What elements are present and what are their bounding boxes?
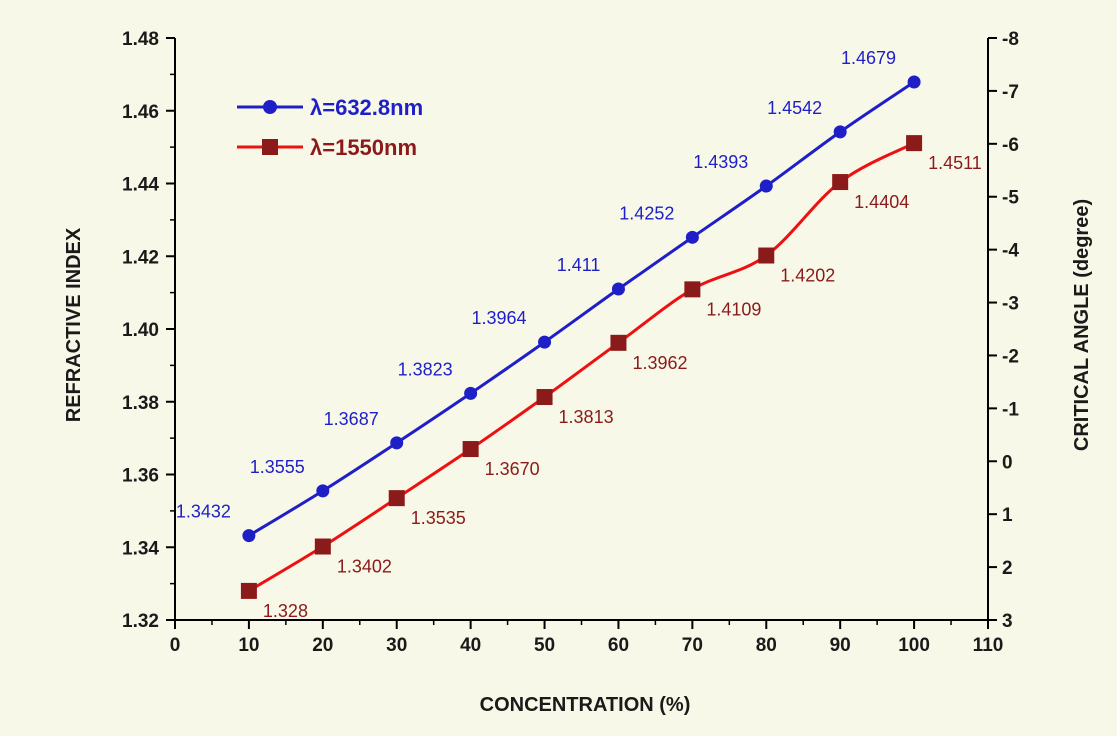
- data-label: 1.4511: [928, 153, 982, 173]
- series-line: [248, 80, 915, 537]
- data-label: 1.4252: [619, 203, 674, 223]
- y-axis-title: REFRACTIVE INDEX: [63, 227, 85, 422]
- data-label: 1.3813: [559, 407, 614, 427]
- y-tick-label: 1.32: [122, 611, 159, 632]
- x-tick-label: 90: [830, 635, 851, 656]
- y2-tick-label: -2: [1002, 346, 1019, 367]
- data-label: 1.328: [263, 601, 308, 621]
- x-tick-label: 70: [682, 635, 703, 656]
- data-point: [610, 334, 627, 351]
- data-point: [242, 529, 256, 543]
- data-label: 1.4393: [693, 152, 748, 172]
- data-point: [390, 436, 404, 450]
- x-tick-label: 40: [460, 635, 481, 656]
- data-point: [758, 247, 775, 264]
- data-label: 1.4679: [841, 48, 896, 68]
- x-axis-title: CONCENTRATION (%): [480, 694, 691, 716]
- data-label: 1.3962: [632, 353, 687, 373]
- data-label: 1.3670: [485, 459, 540, 479]
- y2-tick-label: -5: [1002, 188, 1019, 209]
- data-point: [316, 484, 330, 498]
- data-label: 1.3964: [471, 308, 526, 328]
- data-label: 1.4109: [706, 299, 761, 319]
- y2-tick-label: -1: [1002, 399, 1019, 420]
- y2-axis-ticks: 3 2 1 0 -1 -2 -3 -4 -5 -6 -7 -8: [988, 29, 1019, 632]
- y-tick-label: 1.42: [122, 247, 159, 268]
- data-point: [538, 335, 552, 349]
- data-label: 1.4202: [780, 266, 835, 286]
- data-point: [536, 389, 553, 406]
- y2-tick-label: -8: [1002, 29, 1019, 50]
- y-tick-label: 1.36: [122, 466, 159, 487]
- x-tick-label: 50: [534, 635, 555, 656]
- y2-tick-label: -4: [1002, 241, 1019, 262]
- x-tick-label: 0: [170, 635, 181, 656]
- series-layer: 1.3432 1.3555 1.3687 1.3823 1.3964 1.411 1.425…: [176, 48, 982, 621]
- x-tick-label: 10: [238, 635, 259, 656]
- y-tick-label: 1.40: [122, 320, 159, 341]
- x-tick-label: 60: [608, 635, 629, 656]
- data-point: [388, 490, 405, 507]
- y-tick-label: 1.34: [122, 538, 159, 559]
- y2-tick-label: 1: [1002, 505, 1013, 526]
- series-2: 1.328 1.3402 1.3535 1.3670 1.3813 1.3962 1.410…: [240, 135, 982, 621]
- legend-label: λ=632.8nm: [310, 95, 423, 120]
- x-tick-label: 100: [898, 635, 930, 656]
- x-axis-ticks: 0 10 20 30 40 50 60 70 80 90 100 110: [170, 620, 1004, 656]
- data-label: 1.3402: [337, 557, 392, 577]
- series-1: 1.3432 1.3555 1.3687 1.3823 1.3964 1.411 1.425…: [176, 48, 921, 543]
- data-label: 1.3432: [176, 502, 231, 522]
- x-tick-label: 30: [386, 635, 407, 656]
- data-label: 1.411: [557, 255, 601, 275]
- legend-marker: [262, 139, 278, 155]
- data-label: 1.3823: [398, 359, 453, 379]
- y-tick-label: 1.38: [122, 393, 159, 414]
- data-point: [907, 75, 921, 89]
- data-point: [684, 281, 701, 298]
- data-point: [906, 135, 923, 152]
- data-label: 1.3535: [411, 508, 466, 528]
- x-tick-label: 80: [756, 635, 777, 656]
- y-tick-label: 1.48: [122, 29, 159, 50]
- x-tick-label: 20: [312, 635, 333, 656]
- data-point: [314, 538, 331, 555]
- y2-tick-label: -7: [1002, 82, 1019, 103]
- data-point: [685, 230, 699, 244]
- data-point: [832, 174, 849, 191]
- data-point: [464, 386, 478, 400]
- x-tick-label: 110: [973, 635, 1004, 656]
- y-tick-label: 1.44: [122, 175, 159, 196]
- data-label: 1.4404: [854, 192, 909, 212]
- data-label: 1.3555: [250, 457, 305, 477]
- y2-tick-label: 0: [1002, 452, 1013, 473]
- series-line: [248, 141, 915, 593]
- y2-tick-label: 3: [1002, 611, 1013, 632]
- y2-tick-label: 2: [1002, 558, 1013, 579]
- y-axis-ticks: 1.32 1.34 1.36 1.38 1.40 1.42 1.44 1.46 1.48: [122, 29, 175, 632]
- legend-label: λ=1550nm: [310, 135, 417, 160]
- data-point: [462, 441, 479, 458]
- y2-tick-label: -3: [1002, 294, 1019, 315]
- data-point: [833, 125, 847, 139]
- legend-marker: [263, 100, 277, 114]
- legend: λ=632.8nm λ=1550nm: [237, 95, 423, 160]
- data-point: [240, 582, 257, 599]
- data-label: 1.3687: [324, 409, 379, 429]
- y-tick-label: 1.46: [122, 102, 159, 123]
- y2-axis-title: CRITICAL ANGLE (degree): [1071, 199, 1093, 451]
- data-point: [611, 282, 625, 296]
- data-label: 1.4542: [767, 98, 822, 118]
- y2-tick-label: -6: [1002, 135, 1019, 156]
- data-point: [759, 179, 773, 193]
